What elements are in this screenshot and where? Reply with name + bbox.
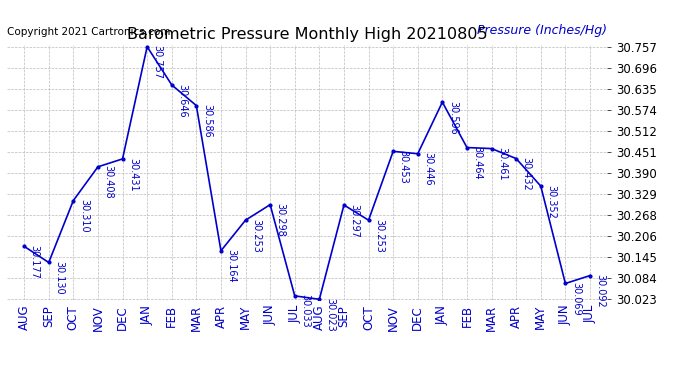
Text: 30.446: 30.446	[424, 152, 433, 186]
Text: Pressure (Inches/Hg): Pressure (Inches/Hg)	[477, 24, 607, 38]
Text: 30.431: 30.431	[128, 158, 138, 191]
Text: 30.432: 30.432	[522, 157, 532, 191]
Text: 30.461: 30.461	[497, 147, 507, 181]
Text: 30.453: 30.453	[399, 150, 408, 184]
Text: 30.586: 30.586	[202, 104, 212, 138]
Text: Copyright 2021 Cartronics.com: Copyright 2021 Cartronics.com	[7, 27, 170, 38]
Text: 30.033: 30.033	[300, 294, 310, 328]
Text: 30.069: 30.069	[571, 282, 581, 316]
Text: 30.297: 30.297	[350, 204, 359, 237]
Text: 30.352: 30.352	[546, 185, 556, 219]
Text: 30.164: 30.164	[226, 249, 237, 283]
Text: 30.408: 30.408	[104, 165, 113, 199]
Text: 30.464: 30.464	[473, 146, 482, 180]
Text: 30.757: 30.757	[152, 45, 163, 80]
Text: 30.130: 30.130	[55, 261, 64, 295]
Text: 30.253: 30.253	[251, 219, 261, 253]
Text: 30.023: 30.023	[325, 298, 335, 332]
Text: 30.177: 30.177	[30, 245, 40, 279]
Title: Barometric Pressure Monthly High 20210805: Barometric Pressure Monthly High 2021080…	[127, 27, 487, 42]
Text: 30.298: 30.298	[276, 203, 286, 237]
Text: 30.646: 30.646	[177, 84, 187, 117]
Text: 30.310: 30.310	[79, 199, 89, 233]
Text: 30.092: 30.092	[595, 274, 606, 308]
Text: 30.596: 30.596	[448, 101, 458, 135]
Text: 30.253: 30.253	[374, 219, 384, 253]
